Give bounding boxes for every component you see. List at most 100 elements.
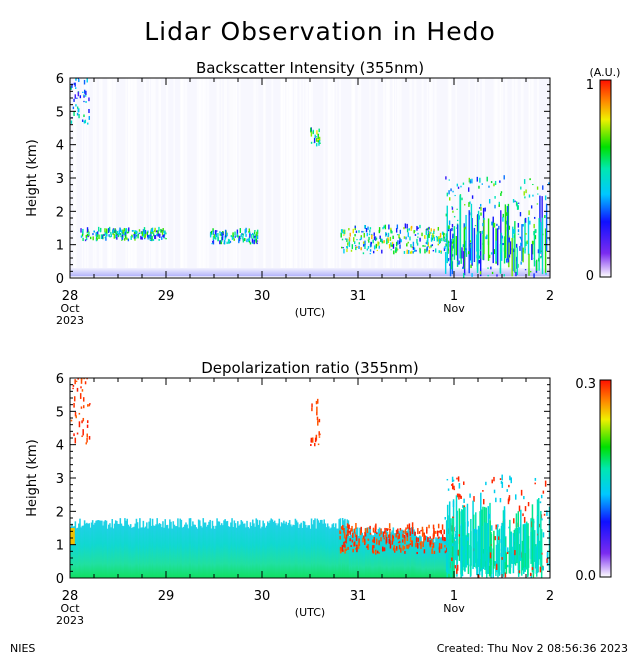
aerosol-column — [293, 525, 296, 578]
aerosol-column — [318, 522, 321, 578]
depol-cell — [473, 496, 475, 502]
backscatter-cell — [491, 221, 493, 226]
backscatter-cell — [376, 249, 379, 252]
backscatter-cell — [362, 252, 365, 255]
aerosol-column — [414, 531, 416, 578]
backscatter-cell — [452, 190, 454, 193]
backscatter-cell — [427, 242, 429, 247]
streak — [495, 78, 499, 278]
backscatter-cell — [226, 241, 228, 245]
backscatter-cell — [494, 180, 497, 186]
aerosol-column — [337, 528, 339, 578]
backscatter-cell — [526, 240, 528, 245]
backscatter-cell — [506, 212, 508, 216]
aerosol-column — [272, 521, 275, 578]
streak — [352, 78, 356, 278]
depol-cell — [440, 529, 443, 535]
streak — [221, 78, 223, 278]
depol-cell — [420, 544, 422, 549]
depol-cell — [444, 517, 446, 520]
backscatter-cell — [230, 235, 233, 238]
aerosol-column — [91, 520, 94, 578]
depol-cell — [501, 522, 503, 561]
backscatter-cell — [508, 225, 511, 230]
backscatter-cell — [414, 234, 417, 236]
backscatter-cell — [82, 91, 84, 93]
depol-cell — [503, 506, 506, 561]
streak — [232, 78, 235, 278]
streak — [434, 78, 437, 278]
backscatter-cell — [254, 237, 256, 242]
backscatter-cell — [524, 218, 526, 254]
backscatter-cell — [221, 236, 224, 241]
backscatter-cell — [392, 235, 394, 239]
backscatter-cell — [228, 239, 231, 242]
aerosol-column — [89, 527, 92, 578]
backscatter-cell — [249, 242, 252, 245]
backscatter-cell — [150, 229, 153, 233]
y-tick-label: 4 — [56, 139, 64, 154]
backscatter-cell — [520, 237, 522, 240]
depol-cell — [530, 531, 532, 560]
streak — [281, 78, 283, 278]
backscatter-cell — [452, 240, 454, 243]
depol-cell — [395, 534, 397, 538]
depol-cell — [439, 529, 442, 534]
depol-cell — [86, 420, 89, 424]
backscatter-cell — [348, 242, 351, 247]
backscatter-cell — [138, 232, 140, 235]
depol-cell — [520, 489, 523, 496]
y-tick-label: 4 — [56, 439, 64, 454]
aerosol-column — [232, 527, 234, 578]
depol-cell — [409, 543, 412, 546]
aerosol-column — [99, 520, 102, 578]
backscatter-cell — [455, 236, 458, 256]
x-tick-label: 31 — [350, 289, 367, 304]
footer-created: Created: Thu Nov 2 08:56:36 2023 — [437, 642, 628, 655]
depol-cell — [78, 421, 81, 428]
backscatter-cell — [248, 228, 251, 232]
aerosol-column — [436, 538, 438, 578]
backscatter-cell — [413, 247, 416, 253]
depol-cell — [523, 495, 525, 500]
aerosol-column — [348, 535, 351, 578]
streak — [133, 78, 136, 278]
backscatter-cell — [503, 175, 505, 180]
aerosol-column — [257, 524, 260, 578]
depol-cell — [488, 557, 490, 561]
depol-cell — [73, 433, 75, 437]
backscatter-cell — [151, 227, 154, 232]
backscatter-cell — [117, 233, 120, 238]
aerosol-column — [152, 525, 155, 578]
depol-cell — [457, 476, 460, 482]
backscatter-cell — [444, 245, 446, 249]
depol-cell — [534, 482, 536, 485]
backscatter-cell — [445, 243, 447, 247]
backscatter-cell — [438, 250, 440, 254]
backscatter-cell — [358, 242, 360, 245]
aerosol-column — [443, 539, 445, 578]
backscatter-cell — [128, 227, 130, 232]
streak — [414, 78, 417, 278]
depol-cell — [456, 510, 459, 565]
backscatter-cell — [383, 242, 385, 244]
backscatter-cell — [217, 236, 219, 242]
depol-cell — [478, 574, 480, 578]
aerosol-column — [429, 538, 431, 578]
aerosol-column — [409, 534, 412, 578]
depol-cell — [74, 412, 77, 417]
backscatter-cell — [471, 195, 474, 199]
backscatter-cell — [216, 230, 218, 232]
y-tick-label: 2 — [56, 205, 64, 220]
aerosol-column — [166, 524, 169, 578]
backscatter-cell — [126, 237, 128, 240]
backscatter-cell — [164, 230, 166, 234]
backscatter-cell — [109, 236, 111, 238]
aerosol-column — [343, 520, 345, 578]
backscatter-cell — [368, 240, 370, 243]
backscatter-cell — [212, 240, 214, 243]
backscatter-cell — [459, 195, 461, 259]
backscatter-field — [70, 78, 550, 278]
backscatter-cell — [116, 233, 118, 235]
depol-cell — [406, 546, 408, 548]
